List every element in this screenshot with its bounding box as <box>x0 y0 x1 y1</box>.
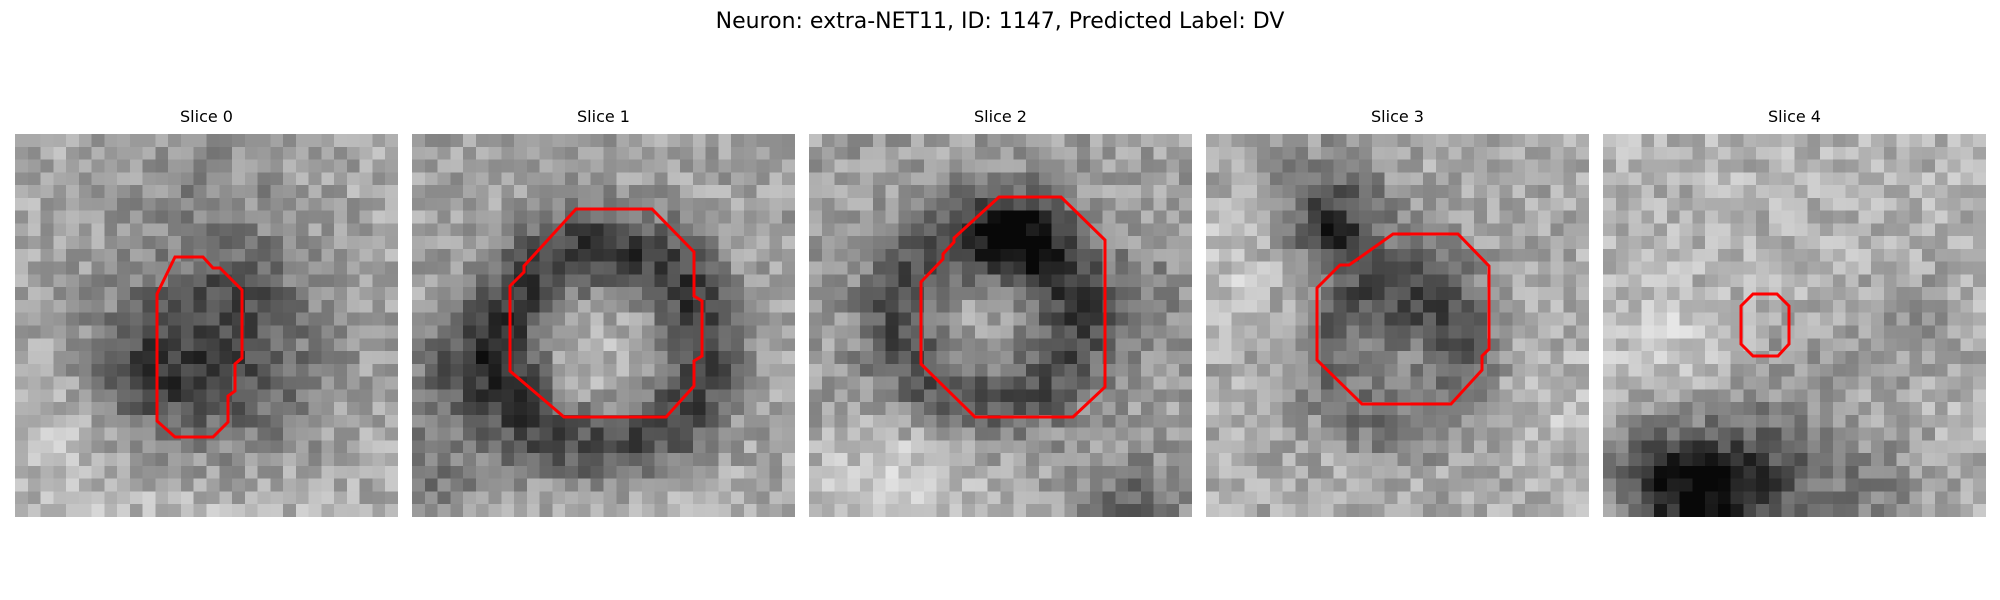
slice-title-3: Slice 3 <box>1371 107 1424 126</box>
slice-panel-2: Slice 2 <box>809 107 1192 520</box>
slice-image-3 <box>1206 134 1589 517</box>
slice-title-0: Slice 0 <box>180 107 233 126</box>
pixel-grid <box>412 134 795 517</box>
slice-title-2: Slice 2 <box>974 107 1027 126</box>
figure-title: Neuron: extra-NET11, ID: 1147, Predicted… <box>715 9 1285 34</box>
slice-title-4: Slice 4 <box>1768 107 1821 126</box>
pixel-grid <box>1603 134 1986 517</box>
slice-image-2 <box>809 134 1192 517</box>
roi-contour <box>919 195 1107 419</box>
slice-panel-3: Slice 3 <box>1206 107 1589 520</box>
roi-contour <box>155 255 244 439</box>
pixel-grid <box>1206 134 1589 517</box>
pixel-grid <box>15 134 398 517</box>
pixel-grid <box>809 134 1192 517</box>
roi-contour <box>508 207 704 419</box>
slice-title-1: Slice 1 <box>577 107 630 126</box>
slice-panel-4: Slice 4 <box>1603 107 1986 520</box>
slice-image-1 <box>412 134 795 517</box>
roi-contour <box>1315 232 1491 406</box>
roi-contour <box>1739 292 1791 358</box>
slice-panel-0: Slice 0 <box>15 107 398 520</box>
slice-image-4 <box>1603 134 1986 517</box>
slice-image-0 <box>15 134 398 517</box>
slice-panel-1: Slice 1 <box>412 107 795 520</box>
